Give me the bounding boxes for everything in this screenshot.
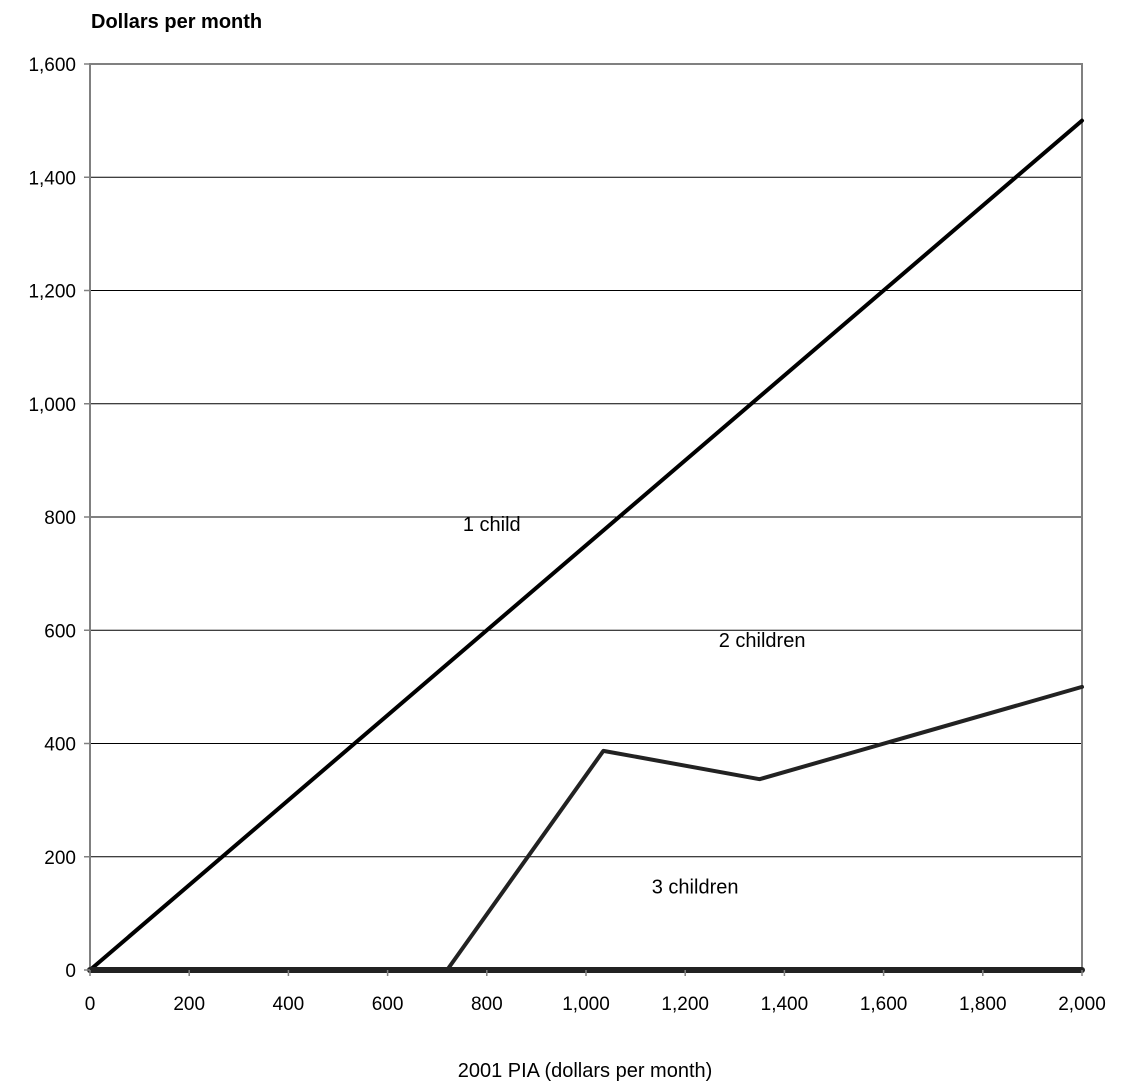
series-line-1-child [88, 118, 1084, 972]
x-tick-label-1: 200 [173, 994, 205, 1015]
series-lines [87, 118, 1085, 973]
x-tick-label-3: 600 [372, 994, 404, 1015]
y-tick-label-5: 1,000 [28, 395, 76, 416]
series-line-2-children [88, 684, 1084, 972]
x-tick-labels: 0 200 400 600 800 1,000 1,200 1,400 1,600 1,800 2,… [85, 970, 1106, 1015]
x-tick-label-9: 1,800 [959, 994, 1007, 1015]
x-axis-title: 2001 PIA (dollars per month) [458, 1060, 713, 1082]
y-tick-label-1: 200 [44, 848, 76, 869]
y-axis-title: Dollars per month [91, 11, 262, 33]
x-tick-label-10: 2,000 [1058, 994, 1106, 1015]
y-tick-labels: 0 200 400 600 800 1,000 1,200 1,400 1,600 [28, 55, 90, 982]
annotation-3-children: 3 children [652, 877, 739, 899]
x-tick-label-5: 1,000 [562, 994, 610, 1015]
y-tick-label-6: 1,200 [28, 282, 76, 303]
x-tick-label-6: 1,200 [661, 994, 709, 1015]
y-tick-label-7: 1,400 [28, 168, 76, 189]
x-tick-label-8: 1,600 [860, 994, 908, 1015]
x-tick-label-4: 800 [471, 994, 503, 1015]
y-tick-label-8: 1,600 [28, 55, 76, 76]
grid-lines [90, 176, 1082, 858]
y-tick-label-0: 0 [65, 961, 76, 982]
x-tick-label-7: 1,400 [761, 994, 809, 1015]
y-tick-label-2: 400 [44, 735, 76, 756]
x-tick-label-2: 400 [273, 994, 305, 1015]
annotations: 1 child 2 children 3 children [463, 514, 806, 898]
x-tick-label-0: 0 [85, 994, 96, 1015]
y-tick-label-4: 800 [44, 508, 76, 529]
annotation-2-children: 2 children [719, 630, 806, 652]
y-tick-label-3: 600 [44, 621, 76, 642]
annotation-1-child: 1 child [463, 514, 521, 536]
